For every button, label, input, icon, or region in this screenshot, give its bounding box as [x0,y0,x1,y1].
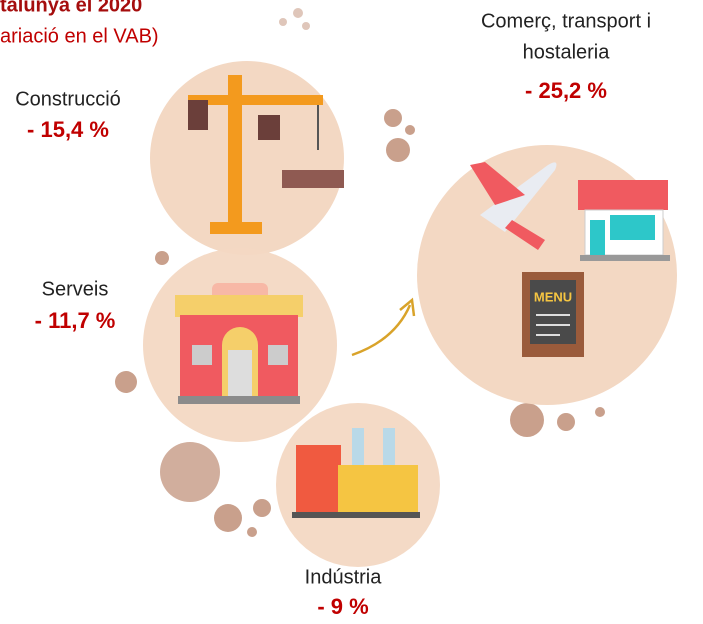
sector-name: Serveis [42,278,109,300]
shop-icon [578,180,670,261]
sector-change: - 9 % [317,594,368,619]
infographic: MENU talunya el 2020 ariació en el VAB) … [0,0,703,624]
sector-name: Construcció [15,88,121,110]
restaurant-icon [175,283,303,404]
sector-change: - 11,7 % [35,308,116,333]
sector-name: hostaleria [523,41,611,63]
sector-name: Indústria [305,566,383,588]
sector-change: - 15,4 % [27,117,109,142]
title: talunya el 2020 [0,0,142,16]
sector-name: Comerç, transport i [481,10,651,32]
svg-text:MENU: MENU [534,289,572,304]
menu-icon: MENU [522,272,584,357]
subtitle: ariació en el VAB) [0,25,159,47]
sector-change: - 25,2 % [525,78,607,103]
arrow [352,305,410,355]
